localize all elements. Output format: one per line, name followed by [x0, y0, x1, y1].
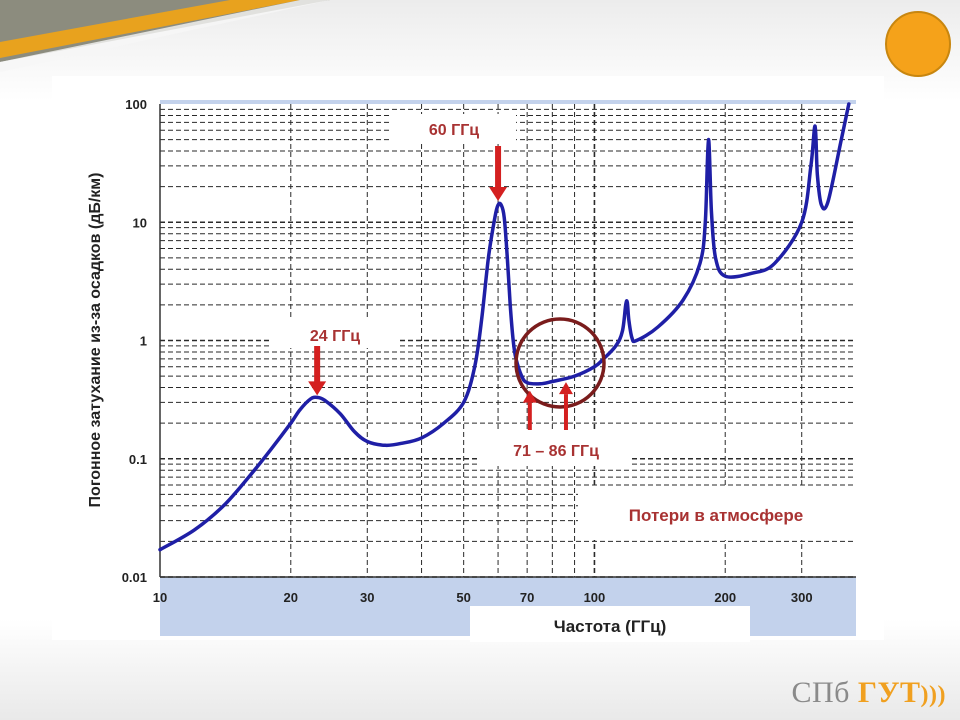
brand-waves-icon: ))): [920, 682, 946, 708]
highlight-circle-icon: [514, 317, 606, 409]
y-tick-label: 0.1: [129, 452, 147, 467]
arrow-head: [308, 381, 327, 396]
x-axis-title: Частота (ГГц): [554, 617, 666, 636]
brand-part1: СПб: [791, 676, 850, 709]
y-tick-labels: 0.01 0.1 1 10 100: [122, 97, 147, 585]
y-axis-title: Погонное затухание из-за осадков (дБ/км): [87, 173, 104, 508]
annotation-atmosphere: Потери в атмосфере: [578, 488, 856, 540]
annotation-60ghz-label: 60 ГГц: [429, 122, 479, 139]
annotation-24ghz-label: 24 ГГц: [310, 328, 360, 345]
annotation-60ghz: 60 ГГц: [392, 114, 516, 201]
annotation-71-86ghz: 71 – 86 ГГц: [480, 317, 632, 466]
y-tick-label: 100: [125, 97, 147, 112]
x-tick-label: 10: [153, 590, 167, 605]
arrow-up-icon: [522, 382, 573, 430]
annotation-atmosphere-label: Потери в атмосфере: [629, 506, 803, 525]
x-tick-labels: 10 20 30 50 70 100 200 300: [153, 590, 813, 605]
brand-logo: СПб ГУТ))): [791, 676, 946, 710]
x-tick-label: 100: [584, 590, 606, 605]
annotation-71-86ghz-label: 71 – 86 ГГц: [513, 443, 599, 460]
arrow-head: [522, 390, 537, 403]
y-tick-label: 1: [140, 334, 147, 349]
arrow-down-icon: [308, 346, 327, 396]
x-tick-label: 70: [520, 590, 534, 605]
x-tick-label: 300: [791, 590, 813, 605]
x-tick-label: 200: [714, 590, 736, 605]
orange-circle-icon: [885, 11, 951, 77]
brand-part2: ГУТ: [857, 676, 921, 709]
x-tick-label: 50: [456, 590, 470, 605]
x-axis-title-panel: [470, 606, 750, 642]
y-tick-label: 10: [133, 215, 147, 230]
corner-decoration: [0, 0, 330, 72]
annotation-24ghz: 24 ГГц: [272, 320, 398, 396]
arrow-down-icon: [489, 146, 508, 201]
series-line: [158, 102, 851, 552]
y-tick-label: 0.01: [122, 570, 147, 585]
x-tick-label: 30: [360, 590, 374, 605]
arrow-head: [489, 186, 508, 201]
arrow-head: [558, 382, 573, 395]
x-tick-label: 20: [284, 590, 298, 605]
